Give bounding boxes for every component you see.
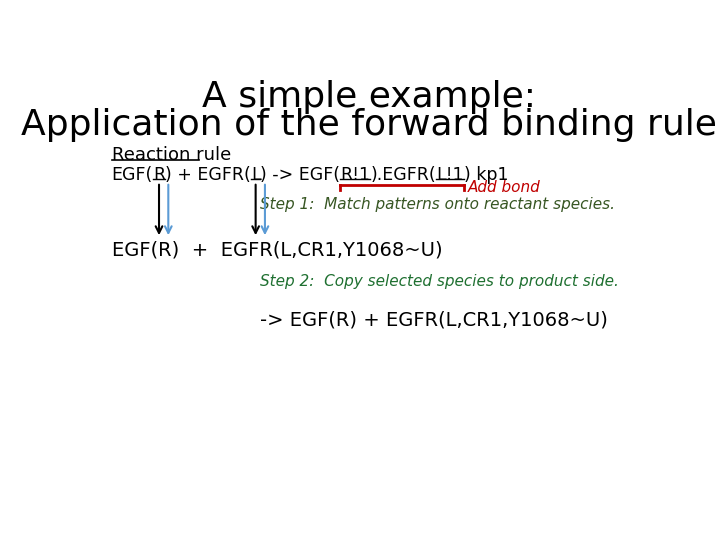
Text: R: R (153, 166, 165, 184)
Text: -> EGF(R) + EGFR(L,CR1,Y1068~U): -> EGF(R) + EGFR(L,CR1,Y1068~U) (261, 311, 608, 330)
Text: EGF(: EGF( (112, 166, 153, 184)
Text: L!1: L!1 (436, 166, 464, 184)
Text: L: L (251, 166, 261, 184)
Text: A simple example:: A simple example: (202, 80, 536, 114)
Text: Step 2:  Copy selected species to product side.: Step 2: Copy selected species to product… (261, 274, 619, 289)
Text: Step 1:  Match patterns onto reactant species.: Step 1: Match patterns onto reactant spe… (261, 198, 616, 212)
Text: EGF(R)  +  EGFR(L,CR1,Y1068~U): EGF(R) + EGFR(L,CR1,Y1068~U) (112, 240, 442, 259)
Text: Reaction rule: Reaction rule (112, 146, 231, 164)
Text: R!1: R!1 (341, 166, 371, 184)
Text: ) -> EGF(: ) -> EGF( (261, 166, 341, 184)
Text: ) kp1: ) kp1 (464, 166, 508, 184)
Text: ).EGFR(: ).EGFR( (371, 166, 436, 184)
Text: Application of the forward binding rule: Application of the forward binding rule (21, 108, 717, 142)
Text: ) + EGFR(: ) + EGFR( (165, 166, 251, 184)
Text: Add bond: Add bond (468, 180, 541, 195)
